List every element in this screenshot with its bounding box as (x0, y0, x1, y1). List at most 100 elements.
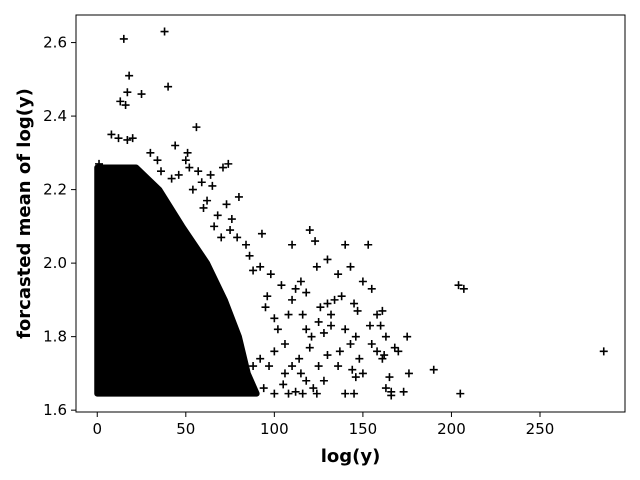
scatter-point (334, 270, 343, 279)
scatter-point (296, 277, 305, 286)
scatter-point (365, 321, 374, 330)
scatter-point (270, 347, 279, 356)
scatter-point (125, 71, 134, 80)
scatter-point (199, 203, 208, 212)
scatter-point (291, 284, 300, 293)
scatter-point (280, 339, 289, 348)
scatter-point (222, 200, 231, 209)
scatter-point (116, 97, 125, 106)
scatter-point (153, 156, 162, 165)
scatter-point (314, 362, 323, 371)
scatter-point (298, 389, 307, 398)
scatter-point (298, 310, 307, 319)
scatter-point (311, 237, 320, 246)
scatter-point (137, 90, 146, 99)
scatter-point (121, 101, 130, 110)
scatter-point (351, 332, 360, 341)
scatter-point (128, 134, 137, 143)
scatter-point (224, 159, 233, 168)
scatter-point (296, 369, 305, 378)
y-tick-label: 2.2 (43, 181, 67, 199)
scatter-point (181, 156, 190, 165)
scatter-point (454, 281, 463, 290)
scatter-point (188, 185, 197, 194)
scatter-point (279, 380, 288, 389)
scatter-point (381, 332, 390, 341)
scatter-point (350, 389, 359, 398)
scatter-point (387, 391, 396, 400)
scatter-point (350, 299, 359, 308)
scatter-point (314, 317, 323, 326)
scatter-point (226, 226, 235, 235)
scatter-point (233, 233, 242, 242)
scatter-point (312, 262, 321, 271)
x-tick-label: 200 (437, 420, 466, 438)
scatter-point (295, 354, 304, 363)
scatter-point (249, 266, 258, 275)
scatter-point (429, 365, 438, 374)
scatter-point (280, 369, 289, 378)
scatter-point (351, 373, 360, 382)
scatter-point (399, 387, 408, 396)
scatter-point (227, 215, 236, 224)
y-tick-label: 2.4 (43, 107, 67, 125)
scatter-point (256, 354, 265, 363)
scatter-point (123, 135, 132, 144)
dense-point-cloud (94, 164, 260, 397)
scatter-point (319, 376, 328, 385)
scatter-point (171, 141, 180, 150)
scatter-point (367, 339, 376, 348)
y-axis: 1.6 1.8 2.0 2.2 2.4 2.6 (43, 34, 76, 419)
scatter-point (206, 170, 215, 179)
y-tick-label: 1.6 (43, 401, 67, 419)
scatter-point (323, 351, 332, 360)
scatter-point (323, 255, 332, 264)
scatter-point (217, 233, 226, 242)
scatter-point (284, 310, 293, 319)
scatter-point (210, 222, 219, 231)
scatter-point (234, 192, 243, 201)
scatter-points (95, 27, 608, 400)
scatter-point (242, 240, 251, 249)
scatter-point (373, 347, 382, 356)
scatter-point (378, 354, 387, 363)
scatter-point (334, 362, 343, 371)
scatter-point (160, 27, 169, 36)
scatter-point (348, 365, 357, 374)
scatter-point (341, 325, 350, 334)
scatter-point (358, 277, 367, 286)
scatter-point (312, 389, 321, 398)
scatter-point (302, 376, 311, 385)
scatter-point (404, 369, 413, 378)
scatter-point (373, 310, 382, 319)
scatter-point (330, 295, 339, 304)
scatter-point (346, 339, 355, 348)
x-tick-label: 0 (92, 420, 102, 438)
scatter-point (385, 373, 394, 382)
x-tick-label: 50 (176, 420, 195, 438)
y-tick-label: 1.8 (43, 328, 67, 346)
scatter-point (309, 384, 318, 393)
scatter-point (164, 82, 173, 91)
scatter-point (95, 159, 104, 168)
scatter-point (305, 226, 314, 235)
scatter-point (302, 288, 311, 297)
scatter-point (146, 148, 155, 157)
scatter-point (107, 130, 116, 139)
scatter-point (394, 347, 403, 356)
scatter-point (288, 295, 297, 304)
scatter-point (256, 262, 265, 271)
scatter-point (208, 181, 217, 190)
scatter-point (284, 389, 293, 398)
scatter-point (327, 310, 336, 319)
scatter-point (259, 384, 268, 393)
scatter-point (192, 123, 201, 132)
scatter-point (380, 351, 389, 360)
scatter-point (327, 321, 336, 330)
scatter-point (346, 262, 355, 271)
scatter-point (307, 332, 316, 341)
scatter-point (341, 240, 350, 249)
x-axis: 0 50 100 150 200 250 (92, 412, 554, 438)
y-tick-label: 2.0 (43, 254, 67, 272)
scatter-point (367, 284, 376, 293)
